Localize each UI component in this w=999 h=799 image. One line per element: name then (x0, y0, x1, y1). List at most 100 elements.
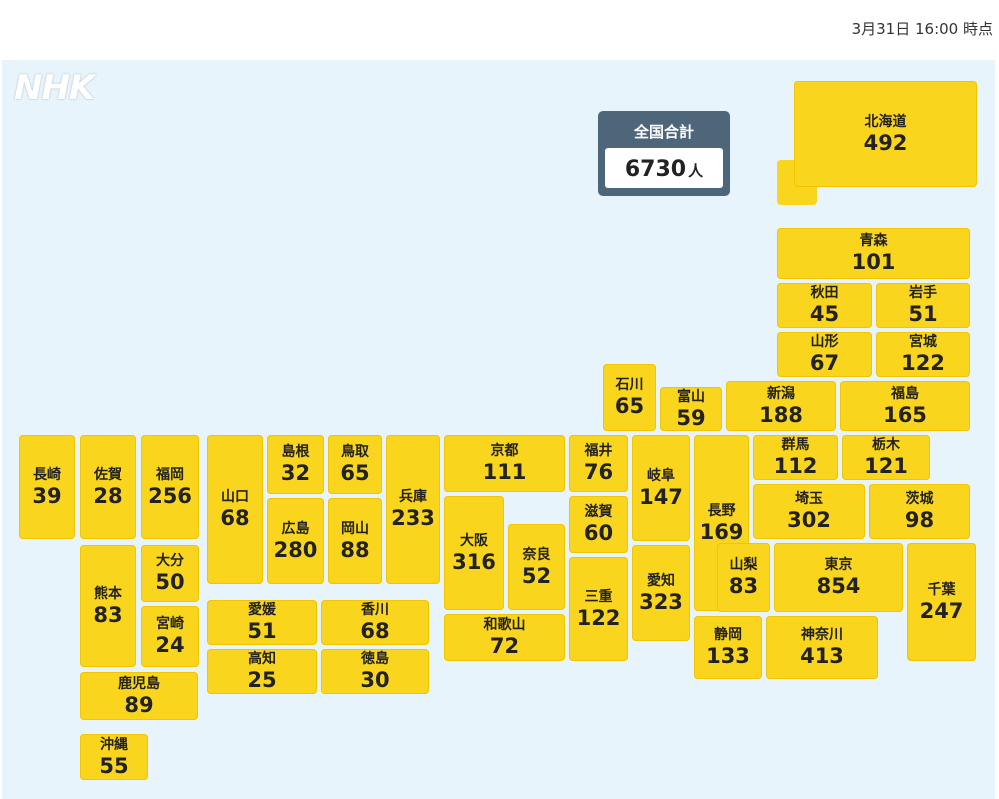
prefecture-name: 岡山 (341, 520, 369, 537)
prefecture-osaka[interactable]: 大阪 316 (444, 496, 504, 610)
prefecture-saga[interactable]: 佐賀 28 (80, 435, 136, 539)
prefecture-name: 石川 (615, 377, 644, 393)
prefecture-count: 89 (124, 692, 154, 717)
prefecture-iwate[interactable]: 岩手 51 (876, 283, 970, 328)
prefecture-count: 51 (247, 619, 277, 643)
prefecture-name: 富山 (677, 388, 705, 405)
prefecture-name: 和歌山 (483, 617, 526, 633)
prefecture-hyogo[interactable]: 兵庫 233 (386, 435, 440, 584)
prefecture-yamanashi[interactable]: 山梨 83 (717, 543, 770, 612)
prefecture-ehime[interactable]: 愛媛 51 (207, 600, 317, 645)
prefecture-count: 52 (521, 563, 552, 588)
prefecture-hokkaido[interactable]: 北海道 492 (794, 81, 977, 187)
prefecture-ishikawa[interactable]: 石川 65 (603, 364, 656, 431)
prefecture-count: 32 (280, 461, 311, 485)
prefecture-count: 39 (32, 483, 62, 508)
prefecture-count: 60 (583, 521, 614, 545)
prefecture-name: 香川 (361, 602, 389, 618)
prefecture-count: 68 (220, 506, 250, 530)
prefecture-count: 72 (489, 634, 520, 658)
prefecture-mie[interactable]: 三重 122 (569, 557, 628, 661)
prefecture-count: 25 (247, 668, 277, 692)
national-total-label: 全国合計 (633, 123, 694, 141)
prefecture-shimane[interactable]: 島根 32 (267, 435, 324, 494)
prefecture-nagasaki[interactable]: 長崎 39 (19, 435, 75, 539)
prefecture-niigata[interactable]: 新潟 188 (726, 381, 836, 431)
prefecture-kagawa[interactable]: 香川 68 (321, 600, 429, 645)
prefecture-yamagata[interactable]: 山形 67 (777, 332, 872, 377)
prefecture-count: 302 (787, 508, 831, 532)
prefecture-name: 茨城 (905, 491, 934, 507)
prefecture-kyoto[interactable]: 京都 111 (444, 435, 565, 492)
timestamp: 3月31日 16:00 時点 (851, 20, 993, 38)
prefecture-tottori[interactable]: 鳥取 65 (328, 435, 382, 494)
prefecture-count: 121 (864, 454, 908, 478)
prefecture-name: 宮崎 (156, 616, 184, 632)
prefecture-shizuoka[interactable]: 静岡 133 (694, 616, 762, 679)
prefecture-count: 256 (148, 483, 192, 508)
prefecture-hiroshima[interactable]: 広島 280 (267, 498, 324, 584)
prefecture-kanagawa[interactable]: 神奈川 413 (766, 616, 878, 679)
prefecture-name: 山口 (221, 489, 249, 505)
prefecture-name: 静岡 (714, 627, 742, 643)
prefecture-aichi[interactable]: 愛知 323 (632, 545, 690, 641)
prefecture-name: 奈良 (522, 546, 551, 563)
prefecture-okayama[interactable]: 岡山 88 (328, 498, 382, 584)
prefecture-name: 新潟 (767, 385, 795, 402)
prefecture-count: 133 (706, 644, 750, 668)
prefecture-count: 101 (851, 250, 896, 274)
prefecture-kochi[interactable]: 高知 25 (207, 649, 317, 694)
prefecture-tokyo[interactable]: 東京 854 (774, 543, 903, 612)
national-total-box: 6730 人 (605, 148, 723, 188)
prefecture-name: 群馬 (781, 437, 810, 453)
prefecture-name: 愛知 (647, 572, 675, 589)
prefecture-miyagi[interactable]: 宮城 122 (876, 332, 970, 377)
prefecture-name: 神奈川 (801, 627, 843, 643)
prefecture-name: 福井 (584, 443, 613, 459)
prefecture-count: 55 (99, 753, 129, 778)
prefecture-name: 広島 (281, 520, 310, 537)
prefecture-count: 188 (759, 402, 803, 427)
prefecture-saitama[interactable]: 埼玉 302 (753, 484, 865, 539)
prefecture-wakayama[interactable]: 和歌山 72 (444, 614, 565, 661)
prefecture-count: 233 (391, 506, 435, 530)
national-total-panel: 全国合計 6730 人 (598, 111, 730, 196)
prefecture-fukuoka[interactable]: 福岡 256 (141, 435, 199, 539)
prefecture-count: 280 (273, 537, 318, 562)
prefecture-count: 316 (452, 549, 496, 574)
prefecture-ibaraki[interactable]: 茨城 98 (869, 484, 970, 539)
prefecture-gunma[interactable]: 群馬 112 (753, 435, 838, 480)
prefecture-oita[interactable]: 大分 50 (141, 545, 199, 602)
prefecture-name: 滋賀 (584, 504, 613, 520)
prefecture-name: 福島 (891, 385, 919, 402)
prefecture-count: 88 (340, 537, 370, 562)
prefecture-aomori[interactable]: 青森 101 (777, 228, 970, 279)
prefecture-name: 宮城 (909, 334, 937, 350)
prefecture-tochigi[interactable]: 栃木 121 (842, 435, 930, 480)
prefecture-kumamoto[interactable]: 熊本 83 (80, 545, 136, 667)
prefecture-yamaguchi[interactable]: 山口 68 (207, 435, 263, 584)
prefecture-name: 愛媛 (248, 602, 276, 618)
national-total-unit: 人 (688, 162, 704, 180)
prefecture-name: 山形 (810, 334, 839, 350)
prefecture-count: 65 (614, 394, 645, 418)
prefecture-fukushima[interactable]: 福島 165 (840, 381, 970, 431)
prefecture-shiga[interactable]: 滋賀 60 (569, 496, 628, 553)
prefecture-count: 854 (816, 574, 861, 598)
prefecture-chiba[interactable]: 千葉 247 (907, 543, 976, 661)
prefecture-name: 長崎 (33, 466, 61, 483)
prefecture-count: 67 (809, 351, 840, 375)
prefecture-miyazaki[interactable]: 宮崎 24 (141, 606, 199, 667)
prefecture-tokushima[interactable]: 徳島 30 (321, 649, 429, 694)
prefecture-count: 122 (576, 605, 621, 630)
prefecture-nara[interactable]: 奈良 52 (508, 524, 565, 610)
prefecture-gifu[interactable]: 岐阜 147 (632, 435, 690, 541)
national-total-value: 6730 (624, 157, 687, 182)
prefecture-akita[interactable]: 秋田 45 (777, 283, 872, 328)
prefecture-okinawa[interactable]: 沖縄 55 (80, 734, 148, 780)
prefecture-toyama[interactable]: 富山 59 (660, 387, 722, 431)
prefecture-name: 埼玉 (795, 491, 823, 507)
prefecture-count: 59 (676, 405, 706, 430)
prefecture-kagoshima[interactable]: 鹿児島 89 (80, 672, 198, 720)
prefecture-fukui[interactable]: 福井 76 (569, 435, 628, 492)
